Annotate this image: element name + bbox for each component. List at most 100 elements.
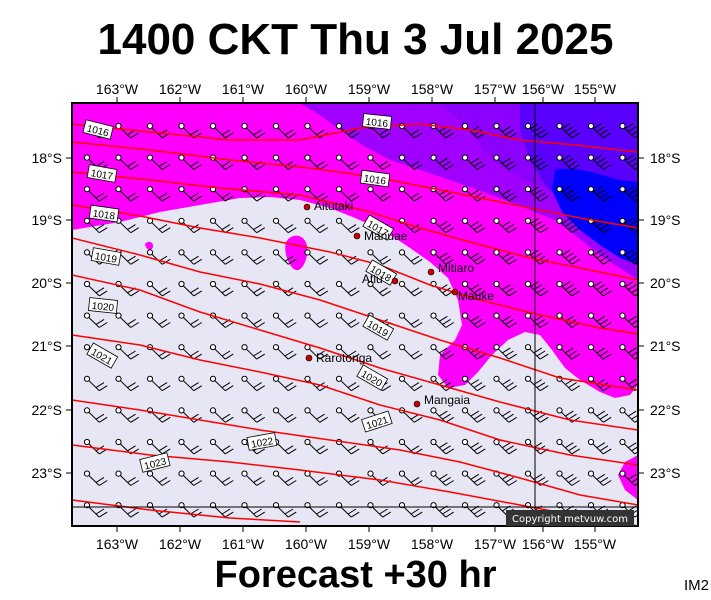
wind-barb	[619, 470, 638, 486]
wind-field	[72, 103, 638, 526]
wind-barb	[556, 344, 581, 360]
wind-barb	[461, 249, 486, 265]
lon-tick-label-top: 159°W	[348, 81, 391, 97]
wind-barb	[304, 217, 329, 234]
isobar-label: 1019	[90, 247, 122, 266]
wind-barb	[493, 186, 518, 202]
wind-barb	[335, 186, 360, 202]
lat-tick-label-left: 18°S	[31, 150, 62, 166]
lon-tick-label-top: 163°W	[96, 81, 139, 97]
wind-barb	[304, 438, 329, 455]
wind-barb	[83, 312, 108, 328]
wind-barb	[178, 249, 203, 265]
isobar-line	[72, 237, 638, 391]
wind-barb	[619, 122, 638, 139]
wind-barb	[115, 186, 140, 202]
wind-barb	[430, 470, 455, 486]
place-marker-mitiaro: Mitiaro	[427, 261, 474, 276]
wind-barb	[304, 407, 329, 423]
wind-barb	[241, 154, 266, 170]
wind-barb	[304, 312, 329, 328]
isobar-label: 1017	[86, 164, 118, 183]
wind-barb	[430, 438, 455, 455]
wind-barb	[115, 154, 140, 170]
wind-barb	[241, 344, 266, 360]
isobar-value: 1023	[143, 456, 168, 472]
wind-barb	[493, 312, 518, 328]
wind-barb	[367, 344, 392, 360]
wind-barb	[619, 154, 638, 170]
wind-barb	[461, 280, 486, 297]
place-label: Mangaia	[424, 393, 470, 407]
wind-barb	[304, 249, 329, 265]
moderate-wind-patch	[618, 455, 638, 500]
wind-barb	[335, 438, 360, 455]
place-marker-manuae: Manuae	[353, 229, 408, 243]
wind-barb	[587, 344, 612, 360]
moderate-wind-patch	[145, 241, 154, 250]
lon-tick-label-bottom: 158°W	[411, 536, 454, 552]
wind-barb	[556, 217, 581, 234]
wind-barb	[83, 186, 108, 202]
isobar-value: 1018	[92, 208, 116, 222]
wind-barb	[272, 217, 297, 234]
isobar-value: 1016	[365, 117, 389, 130]
isobar-value: 1016	[86, 123, 111, 139]
wind-barb	[304, 470, 329, 486]
wind-barbs	[83, 122, 638, 518]
lat-tick-label-right: 22°S	[650, 402, 681, 418]
wind-barb	[493, 344, 518, 360]
wind-barb	[83, 470, 108, 486]
wind-barb	[209, 312, 234, 328]
lat-tick-label-right: 18°S	[650, 150, 681, 166]
isobar-line	[72, 171, 638, 281]
place-dot	[353, 232, 361, 240]
wind-barb	[398, 280, 423, 297]
wind-barb	[209, 375, 234, 392]
wind-barb	[241, 280, 266, 297]
isobar-value: 1019	[94, 251, 118, 266]
wind-barb	[398, 344, 423, 360]
isobar-value: 1017	[90, 168, 114, 183]
map-frame	[71, 102, 639, 527]
wind-barb	[146, 217, 171, 234]
wind-barb	[587, 438, 612, 455]
wind-barb	[178, 280, 203, 297]
wind-barb	[178, 375, 203, 392]
wind-barb	[619, 344, 638, 360]
wind-barb	[587, 407, 612, 423]
wind-barb	[178, 154, 203, 170]
wind-barb	[367, 280, 392, 297]
wind-barb	[493, 438, 518, 455]
wind-barb	[430, 312, 455, 328]
wind-barb	[146, 312, 171, 328]
wind-barb	[115, 344, 140, 360]
forecast-title: 1400 CKT Thu 3 Jul 2025	[97, 15, 614, 64]
wind-barb	[556, 470, 581, 486]
wind-barb	[619, 312, 638, 328]
wind-barb	[619, 407, 638, 423]
wind-barb	[146, 375, 171, 392]
wind-barb	[272, 122, 297, 139]
wind-barb	[367, 438, 392, 455]
lat-tick-label-left: 23°S	[31, 465, 62, 481]
place-marker-mangaia: Mangaia	[413, 393, 470, 408]
wind-barb	[335, 375, 360, 392]
lat-tick-label-right: 23°S	[650, 465, 681, 481]
wind-barb	[83, 217, 108, 234]
wind-barb	[587, 470, 612, 486]
wind-barb	[461, 375, 486, 392]
wind-barb	[493, 280, 518, 297]
wind-barb	[461, 154, 486, 170]
wind-barb	[430, 154, 455, 170]
copyright-box	[506, 510, 634, 526]
place-dot	[303, 203, 311, 211]
wind-barb	[619, 280, 638, 297]
wind-barb	[178, 470, 203, 486]
wind-barb	[461, 312, 486, 328]
wind-barb	[430, 217, 455, 234]
isobar-label: 1023	[139, 452, 171, 473]
wind-barb	[556, 122, 581, 139]
wind-barb	[556, 154, 581, 170]
place-marker-mauke: Mauke	[451, 288, 494, 303]
